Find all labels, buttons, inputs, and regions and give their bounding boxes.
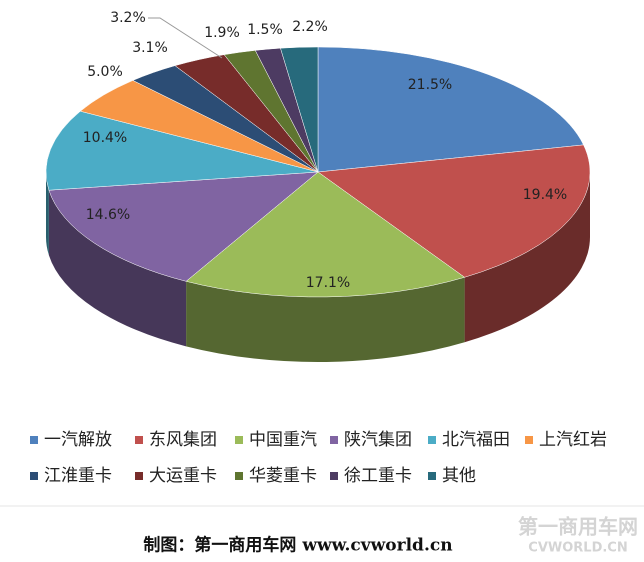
legend-swatch: [135, 472, 143, 480]
slice: [317, 144, 591, 278]
legend-swatch: [235, 436, 243, 444]
value-label: 2.2%: [292, 19, 328, 35]
legend-label: 东风集团: [149, 430, 217, 450]
slice: [280, 46, 319, 173]
slice: [48, 171, 319, 282]
legend-label: 华菱重卡: [249, 466, 317, 486]
slice-side: [48, 190, 187, 347]
slice-side: [46, 172, 49, 256]
leader-line: [148, 17, 223, 59]
legend-label: 中国重汽: [249, 430, 317, 450]
legend-swatch: [525, 436, 533, 444]
legend-swatch: [235, 472, 243, 480]
value-label: 14.6%: [86, 207, 130, 223]
legend-label: 一汽解放: [44, 430, 112, 450]
value-label: 5.0%: [87, 64, 123, 80]
legend-swatch: [330, 436, 338, 444]
legend-label: 其他: [442, 466, 476, 486]
value-label: 1.9%: [204, 25, 240, 41]
watermark-site: CVWORLD.CN: [528, 541, 627, 556]
legend-swatch: [30, 436, 38, 444]
legend-swatch: [428, 436, 436, 444]
value-label: 10.4%: [83, 130, 127, 146]
watermark-name: 第一商用车网: [518, 515, 638, 539]
legend-swatch: [428, 472, 436, 480]
value-label: 3.2%: [110, 10, 146, 26]
legend-label: 大运重卡: [149, 466, 217, 486]
slice: [185, 171, 466, 298]
legend-label: 江淮重卡: [44, 466, 112, 486]
slice: [45, 110, 319, 191]
value-label: 17.1%: [306, 275, 350, 291]
value-label: 19.4%: [523, 187, 567, 203]
value-label: 21.5%: [408, 77, 452, 93]
slice-side: [186, 277, 465, 363]
legend-swatch: [135, 436, 143, 444]
slice-side: [464, 172, 590, 343]
value-label: 1.5%: [247, 22, 283, 38]
legend-label: 上汽红岩: [539, 430, 607, 450]
legend-swatch: [330, 472, 338, 480]
legend-label: 徐工重卡: [344, 466, 412, 486]
legend-label: 北汽福田: [442, 430, 510, 450]
footer: 制图：第一商用车网 www.cvworld.cn: [143, 535, 452, 556]
value-label: 3.1%: [132, 40, 168, 56]
legend-swatch: [30, 472, 38, 480]
legend-label: 陕汽集团: [344, 430, 412, 450]
slice: [317, 46, 584, 173]
